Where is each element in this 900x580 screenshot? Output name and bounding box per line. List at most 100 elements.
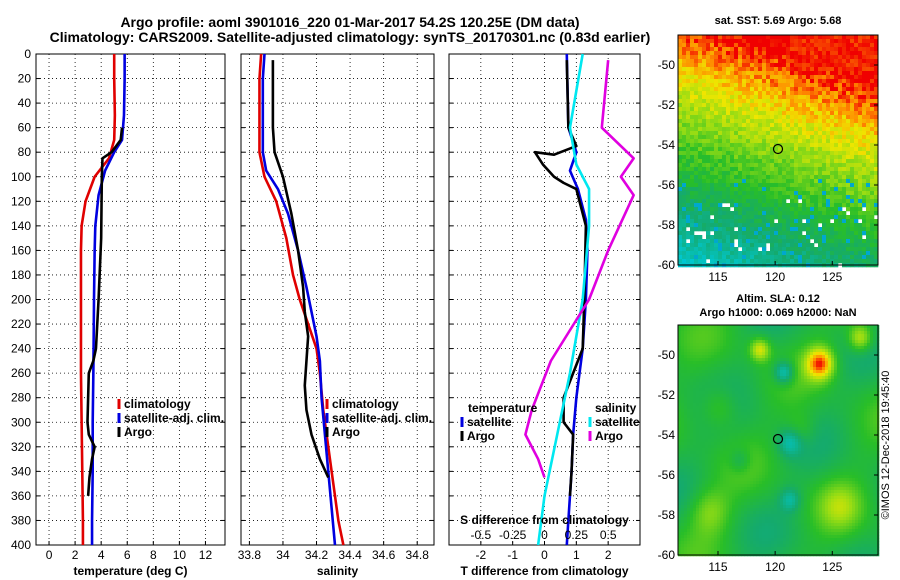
heatmap-cell [790,223,795,228]
heatmap-cell [873,337,877,341]
heatmap-cell [766,35,771,40]
heatmap-cell [762,155,767,160]
heatmap-cell [794,235,799,240]
heatmap-cell [768,364,772,368]
heatmap-cell [831,337,835,341]
heatmap-cell [771,379,775,383]
heatmap-cell [866,195,871,200]
heatmap-cell [814,59,819,64]
heatmap-cell [753,400,757,404]
heatmap-cell [866,223,871,228]
heatmap-cell [792,355,796,359]
heatmap-cell [870,349,874,353]
heatmap-cell [862,151,867,156]
heatmap-cell [735,364,739,368]
heatmap-cells [678,35,879,268]
heatmap-cell [830,83,835,88]
heatmap-cell [778,103,783,108]
heatmap-cell [738,215,743,220]
heatmap-cell [834,394,838,398]
heatmap-cell [801,394,805,398]
heatmap-cell [722,47,727,52]
heatmap-cell [782,175,787,180]
heatmap-cell [723,361,727,365]
heatmap-cell [814,151,819,156]
heatmap-cell [702,243,707,248]
heatmap-cell [798,79,803,84]
heatmap-cell [770,163,775,168]
heatmap-cell [858,55,863,60]
heatmap-cell [690,91,695,96]
heatmap-cell [780,400,784,404]
heatmap-cell [750,187,755,192]
heatmap-cell [765,334,769,338]
heatmap-cell [826,119,831,124]
heatmap-cell [794,167,799,172]
heatmap-cell [826,107,831,112]
heatmap-cell [730,183,735,188]
heatmap-cell [874,151,879,156]
heatmap-cell [854,87,859,92]
heatmap-cell [837,328,841,332]
heatmap-cell [874,207,879,212]
heatmap-cell [846,358,850,362]
heatmap-cell [746,67,751,72]
heatmap-cell [842,215,847,220]
depth-tick-label: 0 [24,47,31,61]
heatmap-cell [843,328,847,332]
heatmap-cell [806,143,811,148]
heatmap-cell [771,358,775,362]
heatmap-cell [858,243,863,248]
heatmap-cell [717,400,721,404]
heatmap-cell [770,95,775,100]
legend-label: Argo [595,429,623,443]
heatmap-cell [690,51,695,56]
heatmap-cell [850,127,855,132]
heatmap-cell [765,343,769,347]
heatmap-cell [816,361,820,365]
heatmap-cell [783,388,787,392]
heatmap-cell [795,373,799,377]
heatmap-cell [730,135,735,140]
heatmap-cell [828,400,832,404]
heatmap-cell [786,131,791,136]
heatmap-cell [792,349,796,353]
heatmap-cell [768,391,772,395]
heatmap-cell [714,334,718,338]
heatmap-cell [770,103,775,108]
heatmap-cell [753,403,757,407]
heatmap-cell [826,95,831,100]
heatmap-cell [693,337,697,341]
heatmap-cell [870,255,875,260]
heatmap-cell [873,328,877,332]
heatmap-cell [782,255,787,260]
heatmap-cell [866,91,871,96]
heatmap-cell [718,255,723,260]
heatmap-cell [710,219,715,224]
heatmap-cell [842,119,847,124]
heatmap-cell [838,167,843,172]
heatmap-cell [831,394,835,398]
heatmap-cell [738,235,743,240]
heatmap-cell [742,255,747,260]
heatmap-cell [714,67,719,72]
heatmap-cell [782,163,787,168]
heatmap-cell [682,195,687,200]
heatmap-cell [794,199,799,204]
heatmap-cell [770,231,775,236]
heatmap-cell [818,151,823,156]
heatmap-cell [795,388,799,392]
heatmap-cell [790,231,795,236]
heatmap-cell [804,388,808,392]
heatmap-cell [706,39,711,44]
heatmap-cell [778,219,783,224]
heatmap-cell [771,367,775,371]
heatmap-cell [718,35,723,40]
heatmap-cell [861,373,865,377]
heatmap-cell [774,83,779,88]
heatmap-cell [794,135,799,140]
heatmap-cell [818,167,823,172]
heatmap-cell [750,191,755,196]
heatmap-cell [747,385,751,389]
heatmap-cell [690,346,694,350]
